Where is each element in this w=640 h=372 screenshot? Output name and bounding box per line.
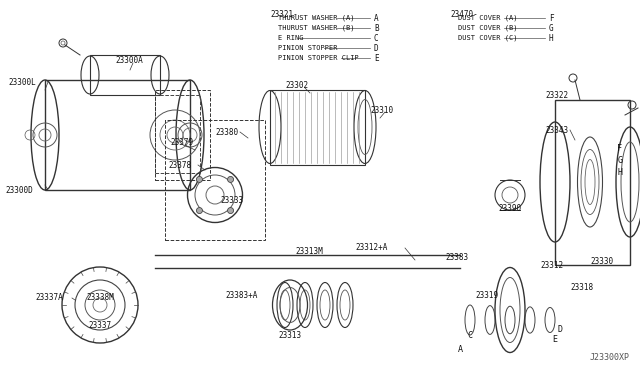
Text: J23300XP: J23300XP	[590, 353, 630, 362]
Bar	[155, 90, 210, 180]
Text: C: C	[467, 330, 472, 340]
Text: 23312+A: 23312+A	[355, 244, 387, 253]
Text: 23383: 23383	[445, 253, 468, 263]
Text: 23330: 23330	[590, 257, 613, 266]
Text: 23310: 23310	[370, 106, 393, 115]
Text: 23338M: 23338M	[86, 294, 114, 302]
Text: 23337A: 23337A	[35, 294, 63, 302]
Text: G: G	[618, 155, 623, 164]
Text: 23318: 23318	[570, 283, 593, 292]
Circle shape	[196, 208, 202, 214]
Text: DUST COVER (A): DUST COVER (A)	[458, 15, 518, 21]
Text: THURUST WASHER (A): THURUST WASHER (A)	[278, 15, 355, 21]
Text: 23312: 23312	[540, 260, 563, 269]
Text: 23470-: 23470-	[450, 10, 477, 19]
Text: E RING: E RING	[278, 35, 303, 41]
Text: E: E	[374, 54, 379, 62]
Text: 23319: 23319	[475, 291, 498, 299]
Text: H: H	[618, 167, 623, 176]
Circle shape	[228, 176, 234, 182]
Text: 23300A: 23300A	[115, 55, 143, 64]
Text: 23333: 23333	[220, 196, 243, 205]
Bar	[270, 90, 365, 165]
Text: G: G	[549, 23, 554, 32]
Text: 23378: 23378	[168, 160, 191, 170]
Text: F: F	[549, 13, 554, 22]
Text: 23321-: 23321-	[270, 10, 298, 19]
Text: 23343: 23343	[545, 125, 568, 135]
Bar	[90, 55, 160, 95]
Text: 23379: 23379	[170, 138, 193, 147]
Text: 23337: 23337	[88, 321, 111, 330]
Text: E: E	[552, 336, 557, 344]
Bar	[165, 120, 265, 240]
Text: A: A	[374, 13, 379, 22]
Text: 23390: 23390	[498, 203, 521, 212]
Text: 23313: 23313	[278, 330, 301, 340]
Bar	[45, 80, 190, 190]
Text: D: D	[557, 326, 563, 334]
Bar	[155, 95, 200, 173]
Text: F: F	[618, 144, 623, 153]
Text: DUST COVER (B): DUST COVER (B)	[458, 25, 518, 31]
Text: DUST COVER (C): DUST COVER (C)	[458, 35, 518, 41]
Text: D: D	[374, 44, 379, 52]
Text: PINION STOPPER: PINION STOPPER	[278, 45, 337, 51]
Text: PINION STOPPER CLIP: PINION STOPPER CLIP	[278, 55, 359, 61]
Circle shape	[228, 208, 234, 214]
Text: C: C	[374, 33, 379, 42]
Text: 23300L: 23300L	[8, 77, 36, 87]
Text: THURUST WASHER (B): THURUST WASHER (B)	[278, 25, 355, 31]
Text: H: H	[549, 33, 554, 42]
Text: 23302: 23302	[285, 80, 308, 90]
Text: 23380: 23380	[215, 128, 238, 137]
Text: 23313M: 23313M	[295, 247, 323, 257]
Text: 23300D: 23300D	[5, 186, 33, 195]
Circle shape	[196, 176, 202, 182]
Text: 23383+A: 23383+A	[225, 291, 257, 299]
Text: 23322: 23322	[545, 90, 568, 99]
Text: A: A	[458, 346, 463, 355]
Text: B: B	[374, 23, 379, 32]
Bar	[555, 100, 630, 265]
